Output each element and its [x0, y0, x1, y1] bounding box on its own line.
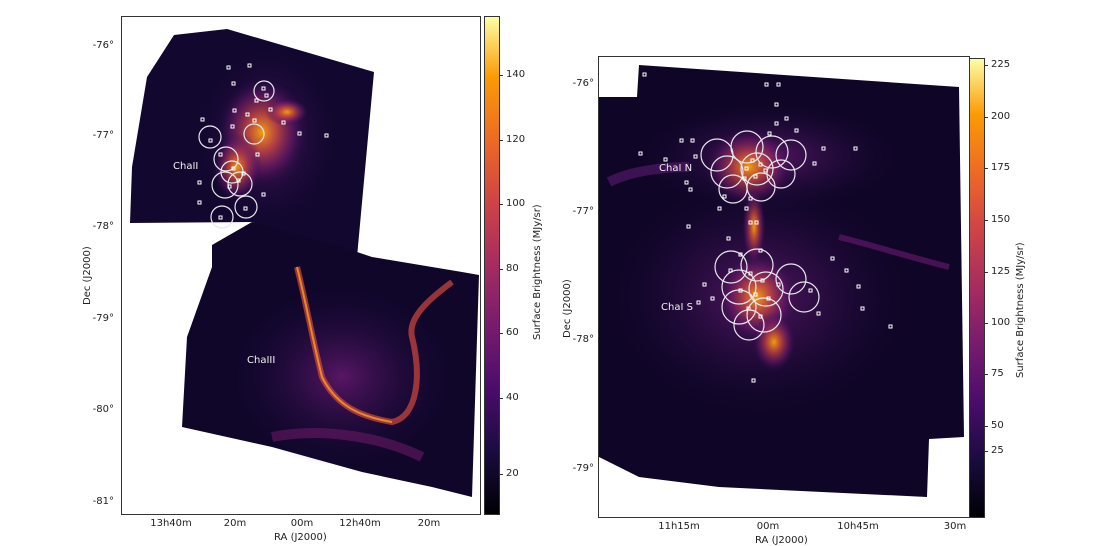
left-xtick: 20m	[417, 518, 441, 529]
right-ytick: -77°	[572, 206, 594, 217]
left-xtick: 00m	[290, 518, 314, 529]
region-label-chai-n: ChaI N	[659, 163, 693, 174]
left-ytick: -79°	[92, 313, 114, 324]
right-y-axis-title: Dec (J2000)	[562, 279, 573, 338]
region-label-chaii: ChaII	[173, 161, 199, 172]
right-cbar-tick: 125	[991, 266, 1011, 277]
right-xtick: 10h45m	[837, 521, 879, 532]
right-colorbar-title: Surface Brightness (MJy/sr)	[1015, 242, 1026, 378]
left-xtick: 12h40m	[339, 518, 381, 529]
right-cbar-tickmark	[984, 220, 988, 221]
right-map-axes: ChaI N ChaI S	[598, 56, 970, 518]
left-xtick: 20m	[223, 518, 247, 529]
left-cbar-tickmark	[499, 140, 503, 141]
left-ytick: -81°	[92, 496, 114, 507]
right-xtick: 00m	[756, 521, 780, 532]
left-cbar-tickmark	[499, 269, 503, 270]
left-map-image	[130, 29, 479, 497]
right-cbar-tickmark	[984, 168, 988, 169]
right-cbar-tickmark	[984, 374, 988, 375]
left-ytick: -77°	[92, 130, 114, 141]
right-cbar-tick: 25	[991, 445, 1004, 456]
right-map-image	[599, 65, 964, 497]
region-label-chai-s: ChaI S	[661, 302, 693, 313]
left-cbar-tick: 40	[506, 392, 519, 403]
left-ytick: -78°	[92, 221, 114, 232]
left-cbar-tick: 60	[506, 327, 519, 338]
left-ytick: -76°	[92, 40, 114, 51]
right-cbar-tickmark	[984, 65, 988, 66]
right-xtick: 30m	[943, 521, 967, 532]
left-cbar-tickmark	[499, 333, 503, 334]
left-cbar-tickmark	[499, 204, 503, 205]
right-ytick: -76°	[572, 78, 594, 89]
right-xtick: 11h15m	[658, 521, 700, 532]
left-ytick: -80°	[92, 404, 114, 415]
right-cbar-tick: 50	[991, 420, 1004, 431]
right-cbar-tickmark	[984, 117, 988, 118]
right-cbar-tick: 225	[991, 59, 1011, 70]
left-cbar-tickmark	[499, 398, 503, 399]
right-colorbar	[969, 58, 985, 518]
right-cbar-tick: 200	[991, 111, 1011, 122]
left-cbar-tickmark	[499, 474, 503, 475]
right-cbar-tickmark	[984, 323, 988, 324]
left-cbar-tick: 20	[506, 468, 519, 479]
left-colorbar-title: Surface Brightness (MJy/sr)	[532, 204, 543, 340]
left-panel: Dec (J2000) -76° -77° -78° -79° -80° -81…	[0, 0, 560, 543]
right-cbar-tick: 150	[991, 214, 1011, 225]
left-cbar-tick: 120	[506, 134, 526, 145]
right-cbar-tick: 100	[991, 317, 1011, 328]
region-label-chaiii: ChaIII	[247, 355, 276, 366]
right-cbar-tickmark	[984, 451, 988, 452]
left-xtick: 13h40m	[150, 518, 192, 529]
right-panel: Dec (J2000) -76° -77° -78° -79°	[560, 0, 1110, 546]
left-cbar-tick: 140	[506, 69, 526, 80]
right-cbar-tickmark	[984, 272, 988, 273]
left-colorbar	[484, 16, 500, 515]
left-map-axes: ChaII ChaIII	[121, 16, 481, 515]
left-cbar-tickmark	[499, 75, 503, 76]
right-cbar-tick: 75	[991, 368, 1004, 379]
left-x-axis-title: RA (J2000)	[274, 532, 327, 543]
right-ytick: -79°	[572, 463, 594, 474]
left-cbar-tick: 100	[506, 198, 526, 209]
right-cbar-tick: 175	[991, 162, 1011, 173]
right-x-axis-title: RA (J2000)	[755, 535, 808, 546]
right-cbar-tickmark	[984, 426, 988, 427]
right-ytick: -78°	[572, 334, 594, 345]
left-y-axis-title: Dec (J2000)	[82, 246, 93, 305]
left-cbar-tick: 80	[506, 263, 519, 274]
